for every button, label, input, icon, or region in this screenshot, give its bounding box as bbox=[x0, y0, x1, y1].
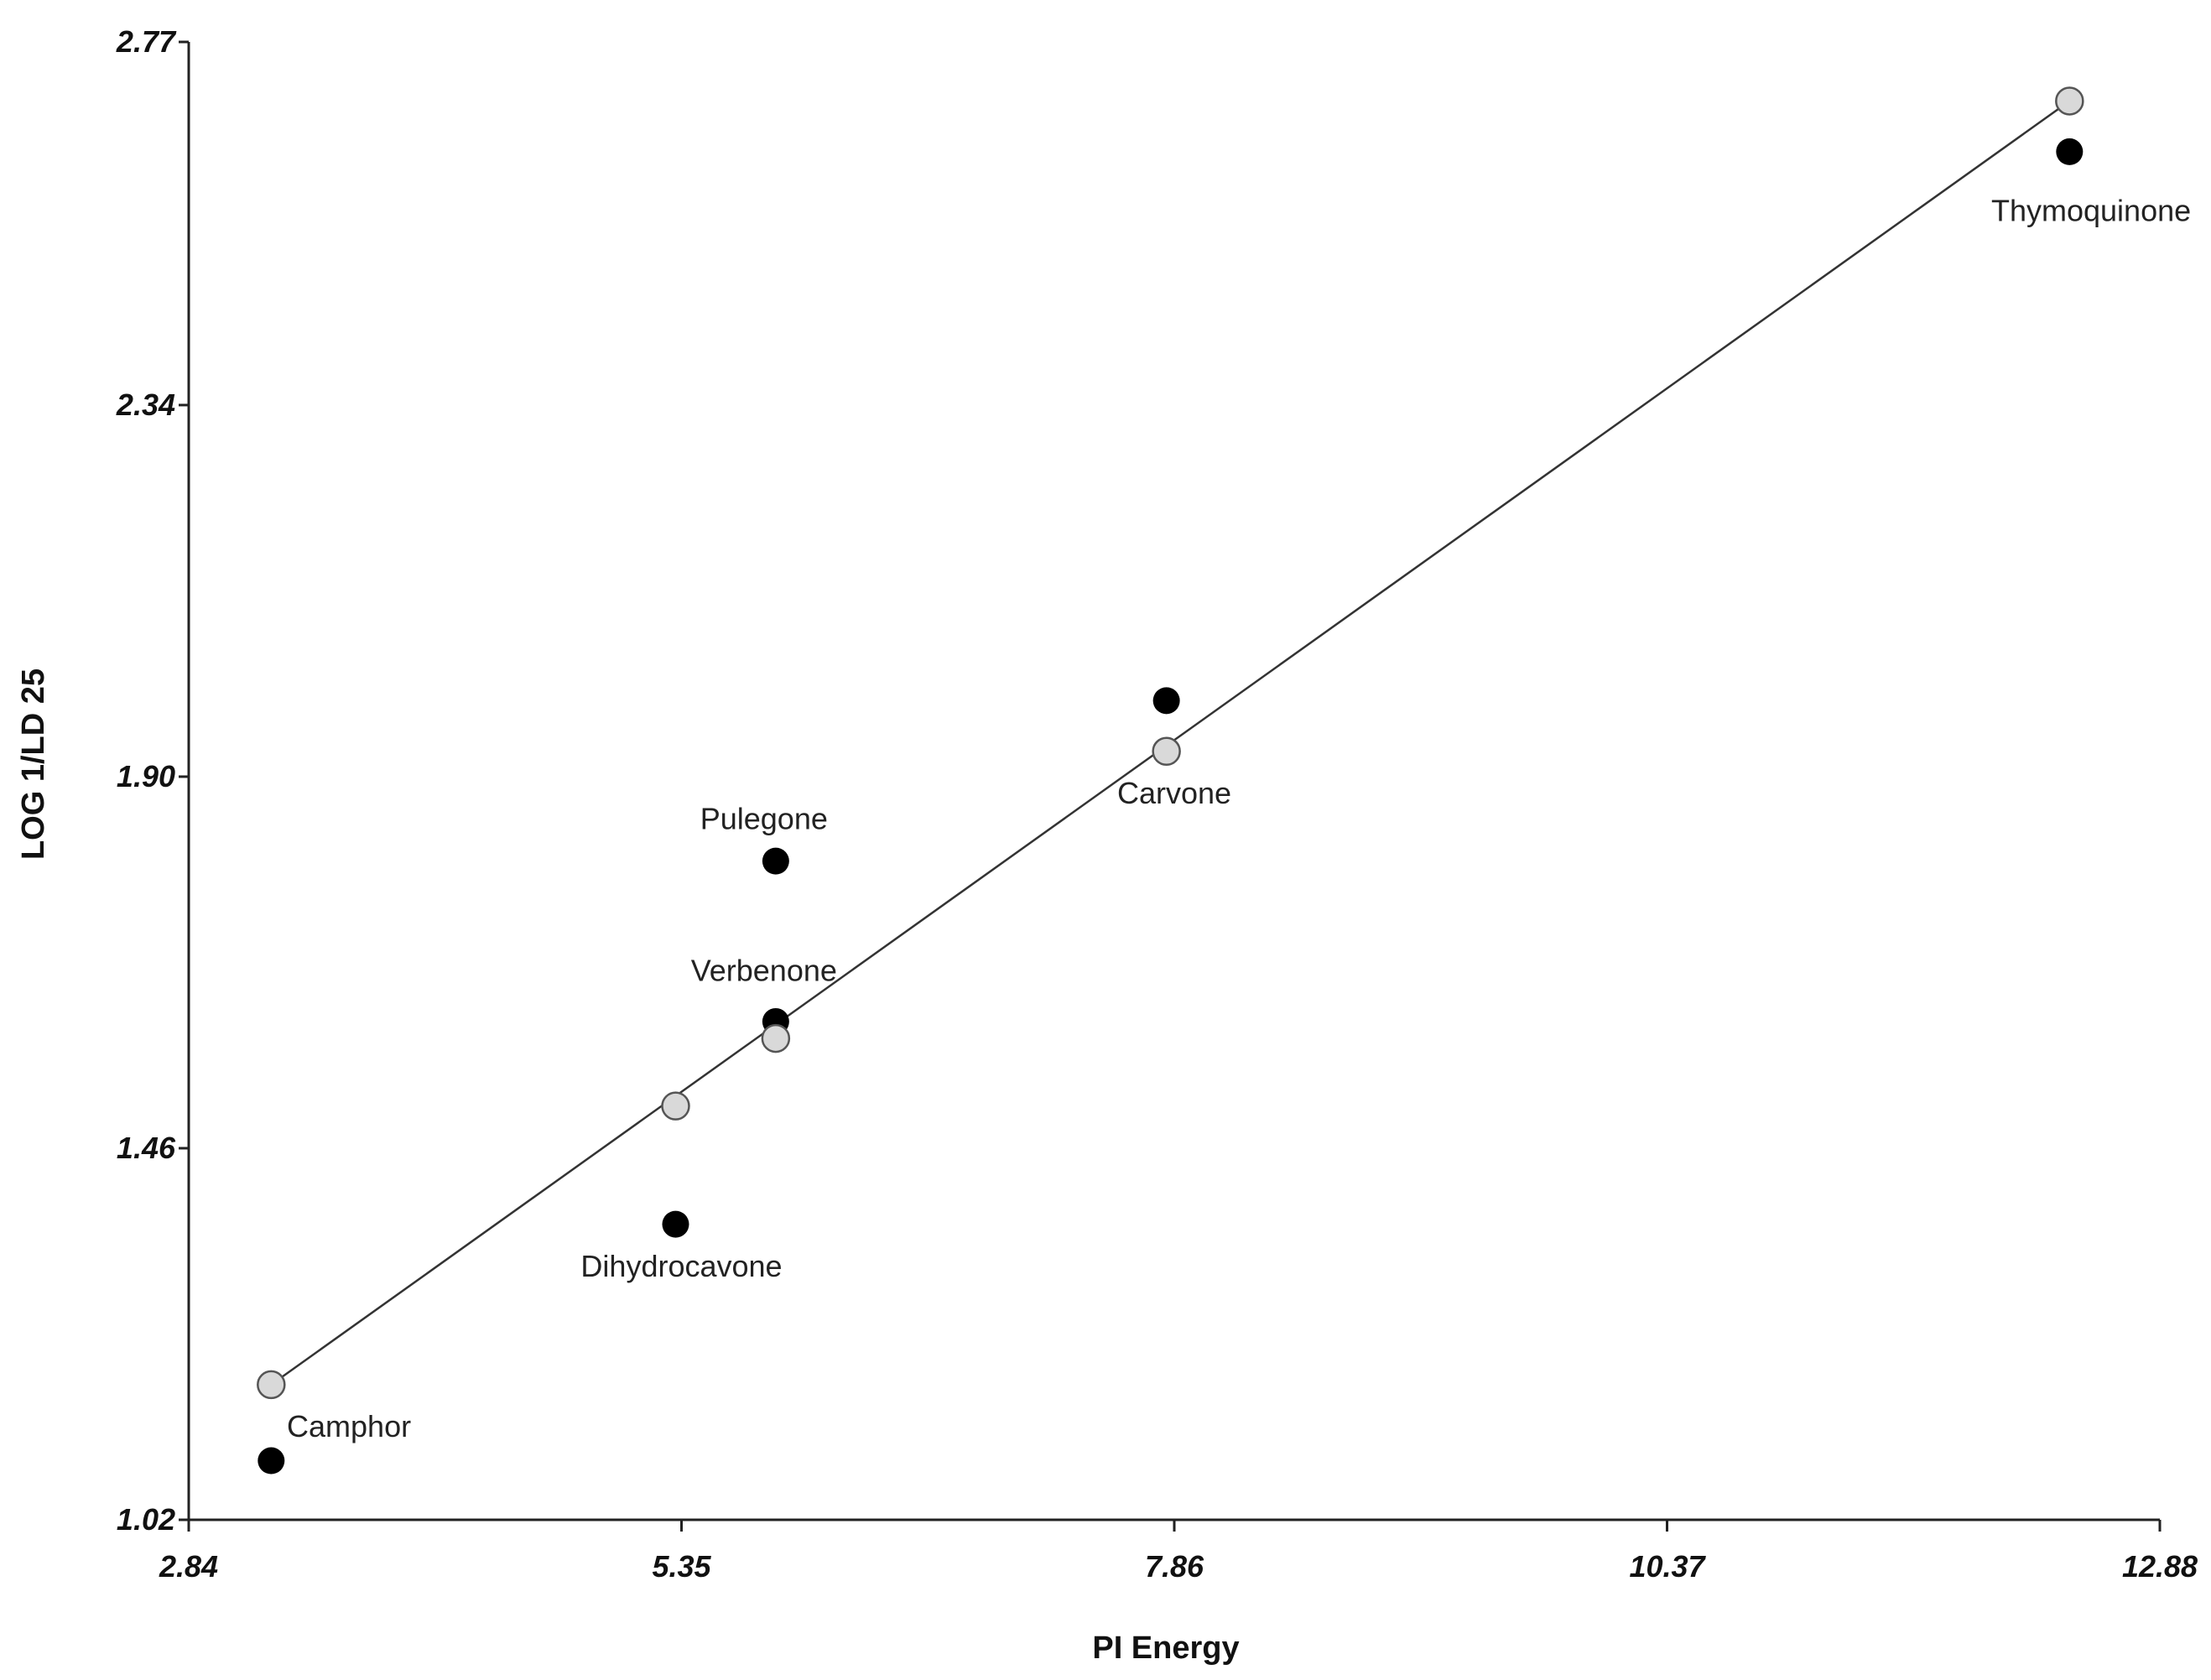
y-tick-label: 1.02 bbox=[117, 1502, 175, 1537]
point-label: Dihydrocavone bbox=[580, 1249, 782, 1283]
x-tick-label: 7.86 bbox=[1145, 1549, 1204, 1584]
x-tick-label: 2.84 bbox=[159, 1549, 218, 1584]
predicted-point bbox=[661, 1091, 690, 1121]
y-tick-label: 1.90 bbox=[117, 759, 175, 793]
y-axis-title: LOG 1/LD 25 bbox=[16, 668, 51, 860]
predicted-point bbox=[2055, 86, 2084, 116]
point-label: Camphor bbox=[287, 1409, 411, 1443]
predicted-point bbox=[761, 1023, 791, 1053]
observed-point bbox=[762, 847, 789, 875]
observed-point bbox=[1152, 687, 1180, 715]
x-axis-title: PI Energy bbox=[1092, 1631, 1239, 1666]
point-label: Verbenone bbox=[691, 954, 837, 988]
point-label: Thymoquinone bbox=[1991, 193, 2191, 227]
y-tick-label: 2.77 bbox=[116, 24, 177, 59]
point-label: Carvone bbox=[1117, 776, 1231, 810]
point-label: Pulegone bbox=[700, 801, 828, 835]
observed-point bbox=[662, 1210, 689, 1238]
y-tick-label: 2.34 bbox=[116, 387, 175, 422]
observed-point bbox=[2056, 138, 2084, 165]
x-tick-label: 12.88 bbox=[2122, 1549, 2198, 1584]
predicted-point bbox=[1152, 736, 1181, 767]
y-tick-label: 1.46 bbox=[117, 1131, 176, 1165]
observed-point bbox=[258, 1447, 285, 1475]
x-tick-label: 5.35 bbox=[652, 1549, 711, 1584]
predicted-point bbox=[257, 1370, 286, 1400]
x-tick-label: 10.37 bbox=[1629, 1549, 1706, 1584]
